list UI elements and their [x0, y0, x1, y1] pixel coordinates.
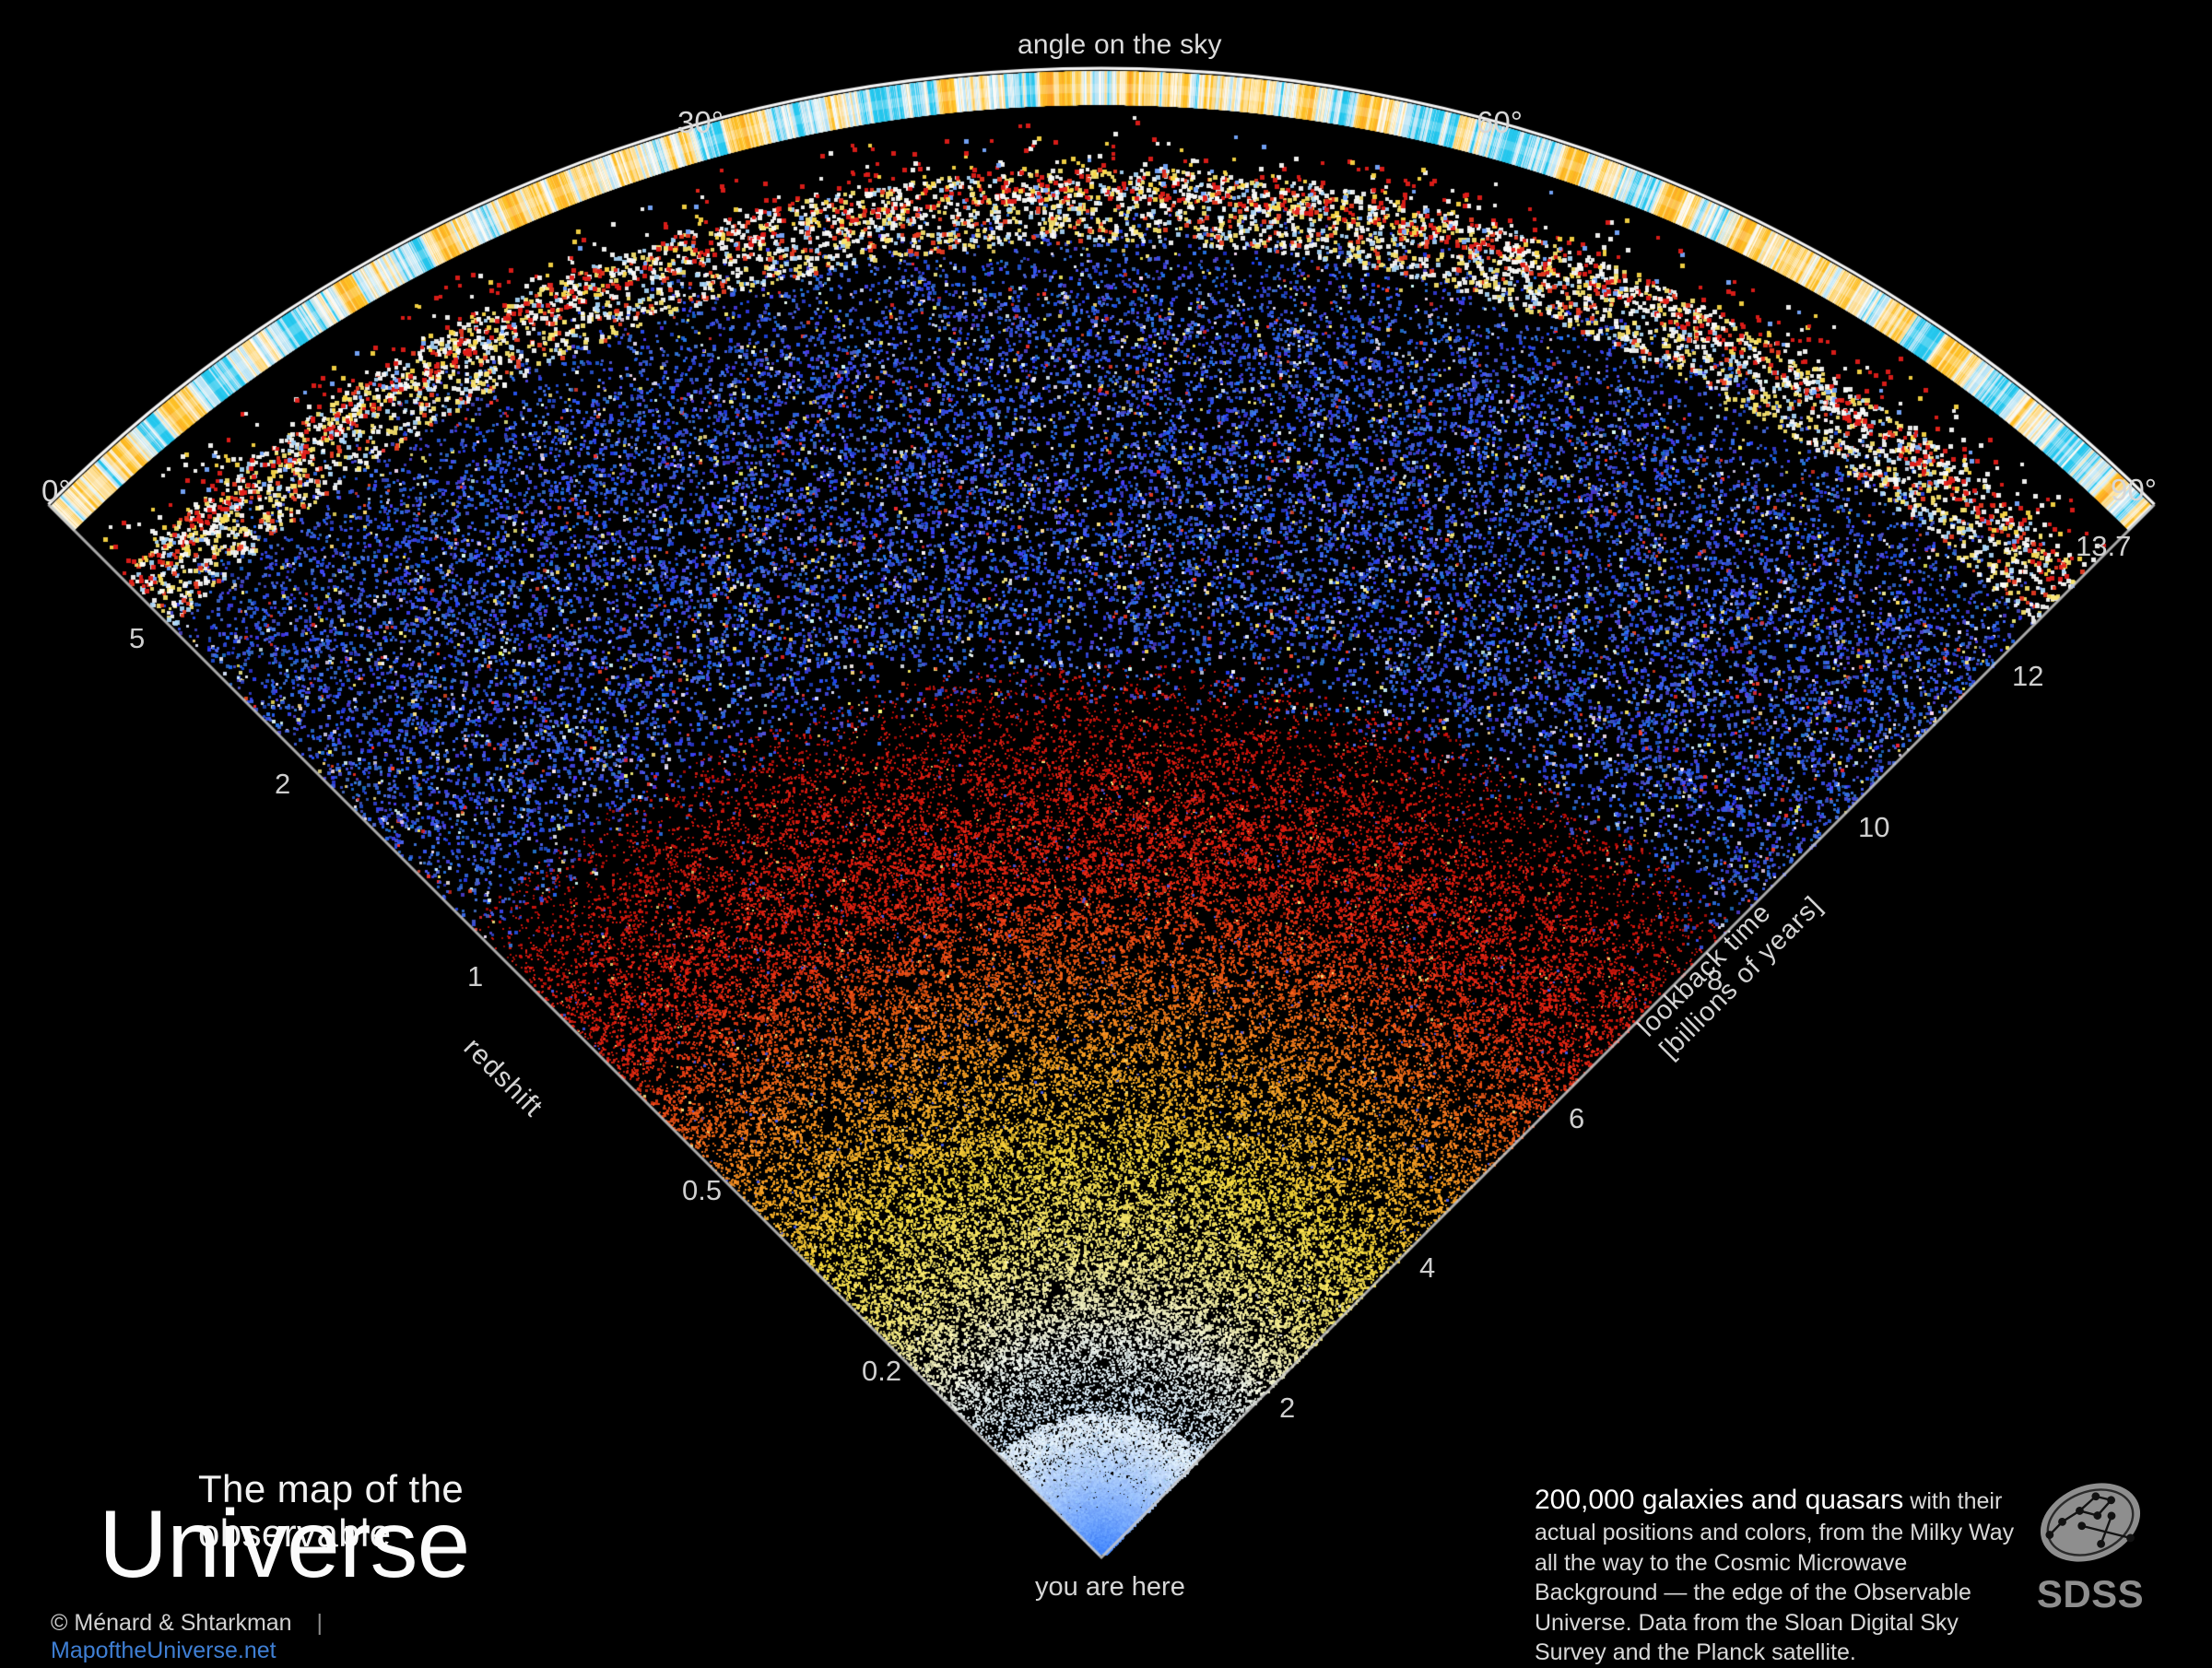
- page-title-line2: Universe: [99, 1491, 470, 1598]
- caption-highlight: 200,000 galaxies and quasars: [1535, 1485, 1904, 1515]
- lookback-tick-4: 4: [1419, 1251, 1436, 1284]
- lookback-tick-2: 2: [1279, 1392, 1296, 1424]
- sdss-logo: SDSS: [2017, 1478, 2164, 1618]
- angle-on-the-sky-title: angle on the sky: [1018, 29, 1222, 60]
- angle-tick-30: 30°: [677, 105, 724, 139]
- lookback-tick-6: 6: [1569, 1102, 1585, 1134]
- angle-tick-90: 90°: [2111, 473, 2157, 507]
- website-link[interactable]: MapoftheUniverse.net: [51, 1637, 276, 1663]
- angle-tick-0: 0°: [41, 474, 71, 508]
- lookback-tick-12: 12: [2012, 660, 2044, 692]
- redshift-tick-5: 5: [129, 622, 146, 654]
- lookback-tick-13-7: 13.7: [2076, 530, 2132, 562]
- caption-block: 200,000 galaxies and quasars with their …: [1535, 1482, 2023, 1668]
- lookback-tick-8: 8: [1707, 964, 1724, 996]
- copyright-text: © Ménard & Shtarkman: [51, 1609, 292, 1636]
- credit-row: © Ménard & Shtarkman | MapoftheUniverse.…: [51, 1609, 567, 1664]
- redshift-tick-0-5: 0.5: [682, 1174, 723, 1206]
- redshift-tick-0-2: 0.2: [862, 1355, 902, 1387]
- redshift-tick-1: 1: [467, 960, 484, 993]
- redshift-tick-2: 2: [275, 768, 291, 800]
- page-title-line1: The map of the observable: [198, 1467, 465, 1555]
- sky-scatter-canvas: [0, 0, 2212, 1628]
- you-are-here-label: you are here: [1035, 1572, 1185, 1602]
- sdss-telescope-icon: [2040, 1483, 2141, 1562]
- lookback-tick-10: 10: [1858, 811, 1890, 843]
- credit-separator: |: [316, 1609, 324, 1636]
- sdss-wordmark: SDSS: [2036, 1572, 2145, 1615]
- angle-tick-60: 60°: [1477, 105, 1523, 139]
